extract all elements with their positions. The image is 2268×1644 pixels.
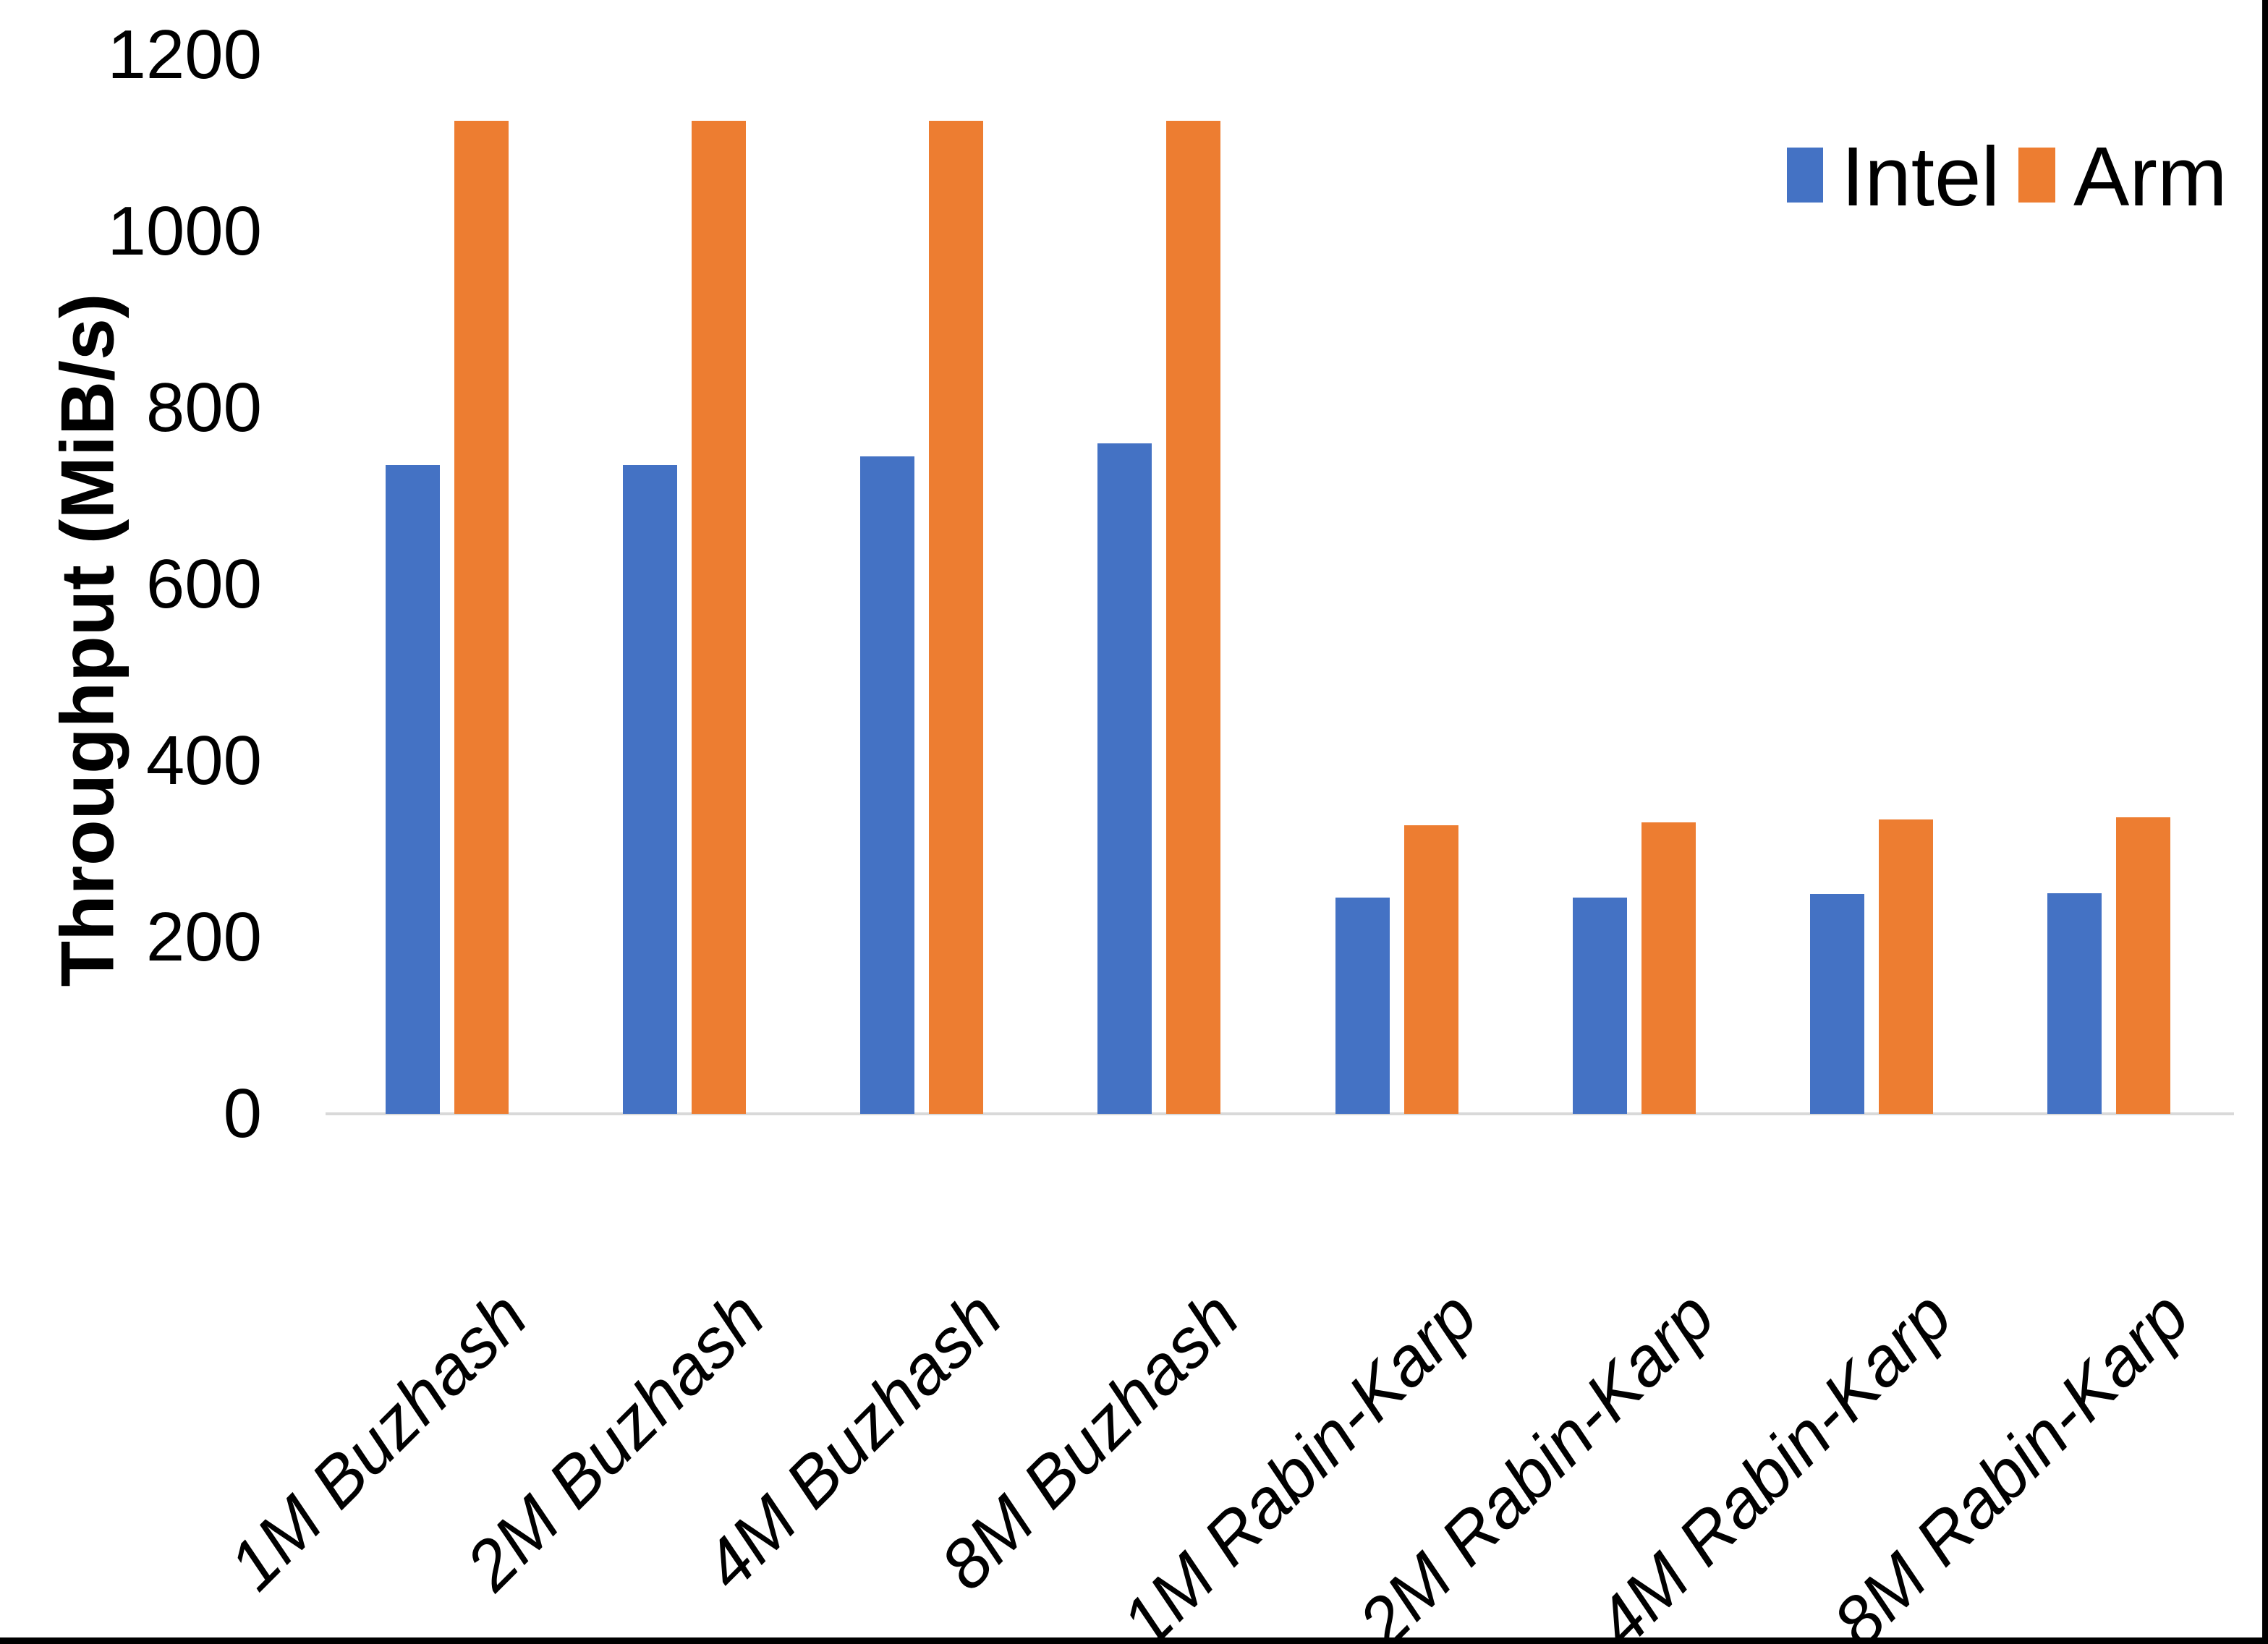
bar-intel-4m-rabin-karp — [1810, 894, 1864, 1114]
window-border-right — [2262, 0, 2268, 1644]
bar-arm-2m-rabin-karp — [1641, 822, 1696, 1114]
y-tick-1000: 1000 — [107, 192, 262, 270]
x-axis-line — [326, 1112, 2234, 1115]
bar-arm-8m-buzhash — [1166, 121, 1220, 1114]
y-tick-0: 0 — [223, 1075, 262, 1152]
y-tick-400: 400 — [145, 722, 262, 799]
y-tick-200: 200 — [145, 898, 262, 976]
bar-arm-1m-rabin-karp — [1404, 825, 1458, 1114]
y-tick-1200: 1200 — [107, 16, 262, 93]
bar-arm-4m-buzhash — [929, 121, 983, 1114]
legend-swatch-arm — [2018, 148, 2055, 203]
bar-intel-1m-rabin-karp — [1335, 898, 1390, 1114]
bar-arm-1m-buzhash — [454, 121, 509, 1114]
window-border-bottom — [0, 1637, 2268, 1644]
bar-intel-2m-rabin-karp — [1573, 898, 1627, 1114]
bar-intel-4m-buzhash — [860, 456, 914, 1114]
bar-intel-8m-rabin-karp — [2047, 893, 2102, 1114]
bar-arm-2m-buzhash — [692, 121, 746, 1114]
bar-intel-8m-buzhash — [1097, 443, 1152, 1114]
bar-intel-2m-buzhash — [623, 465, 677, 1114]
bar-intel-1m-buzhash — [386, 465, 440, 1114]
bar-arm-8m-rabin-karp — [2116, 817, 2170, 1114]
bar-arm-4m-rabin-karp — [1879, 819, 1933, 1114]
legend-swatch-intel — [1787, 148, 1823, 203]
y-tick-800: 800 — [145, 369, 262, 446]
y-tick-600: 600 — [145, 545, 262, 623]
legend-label-intel: Intel — [1841, 129, 2000, 223]
legend-label-arm: Arm — [2073, 129, 2227, 223]
